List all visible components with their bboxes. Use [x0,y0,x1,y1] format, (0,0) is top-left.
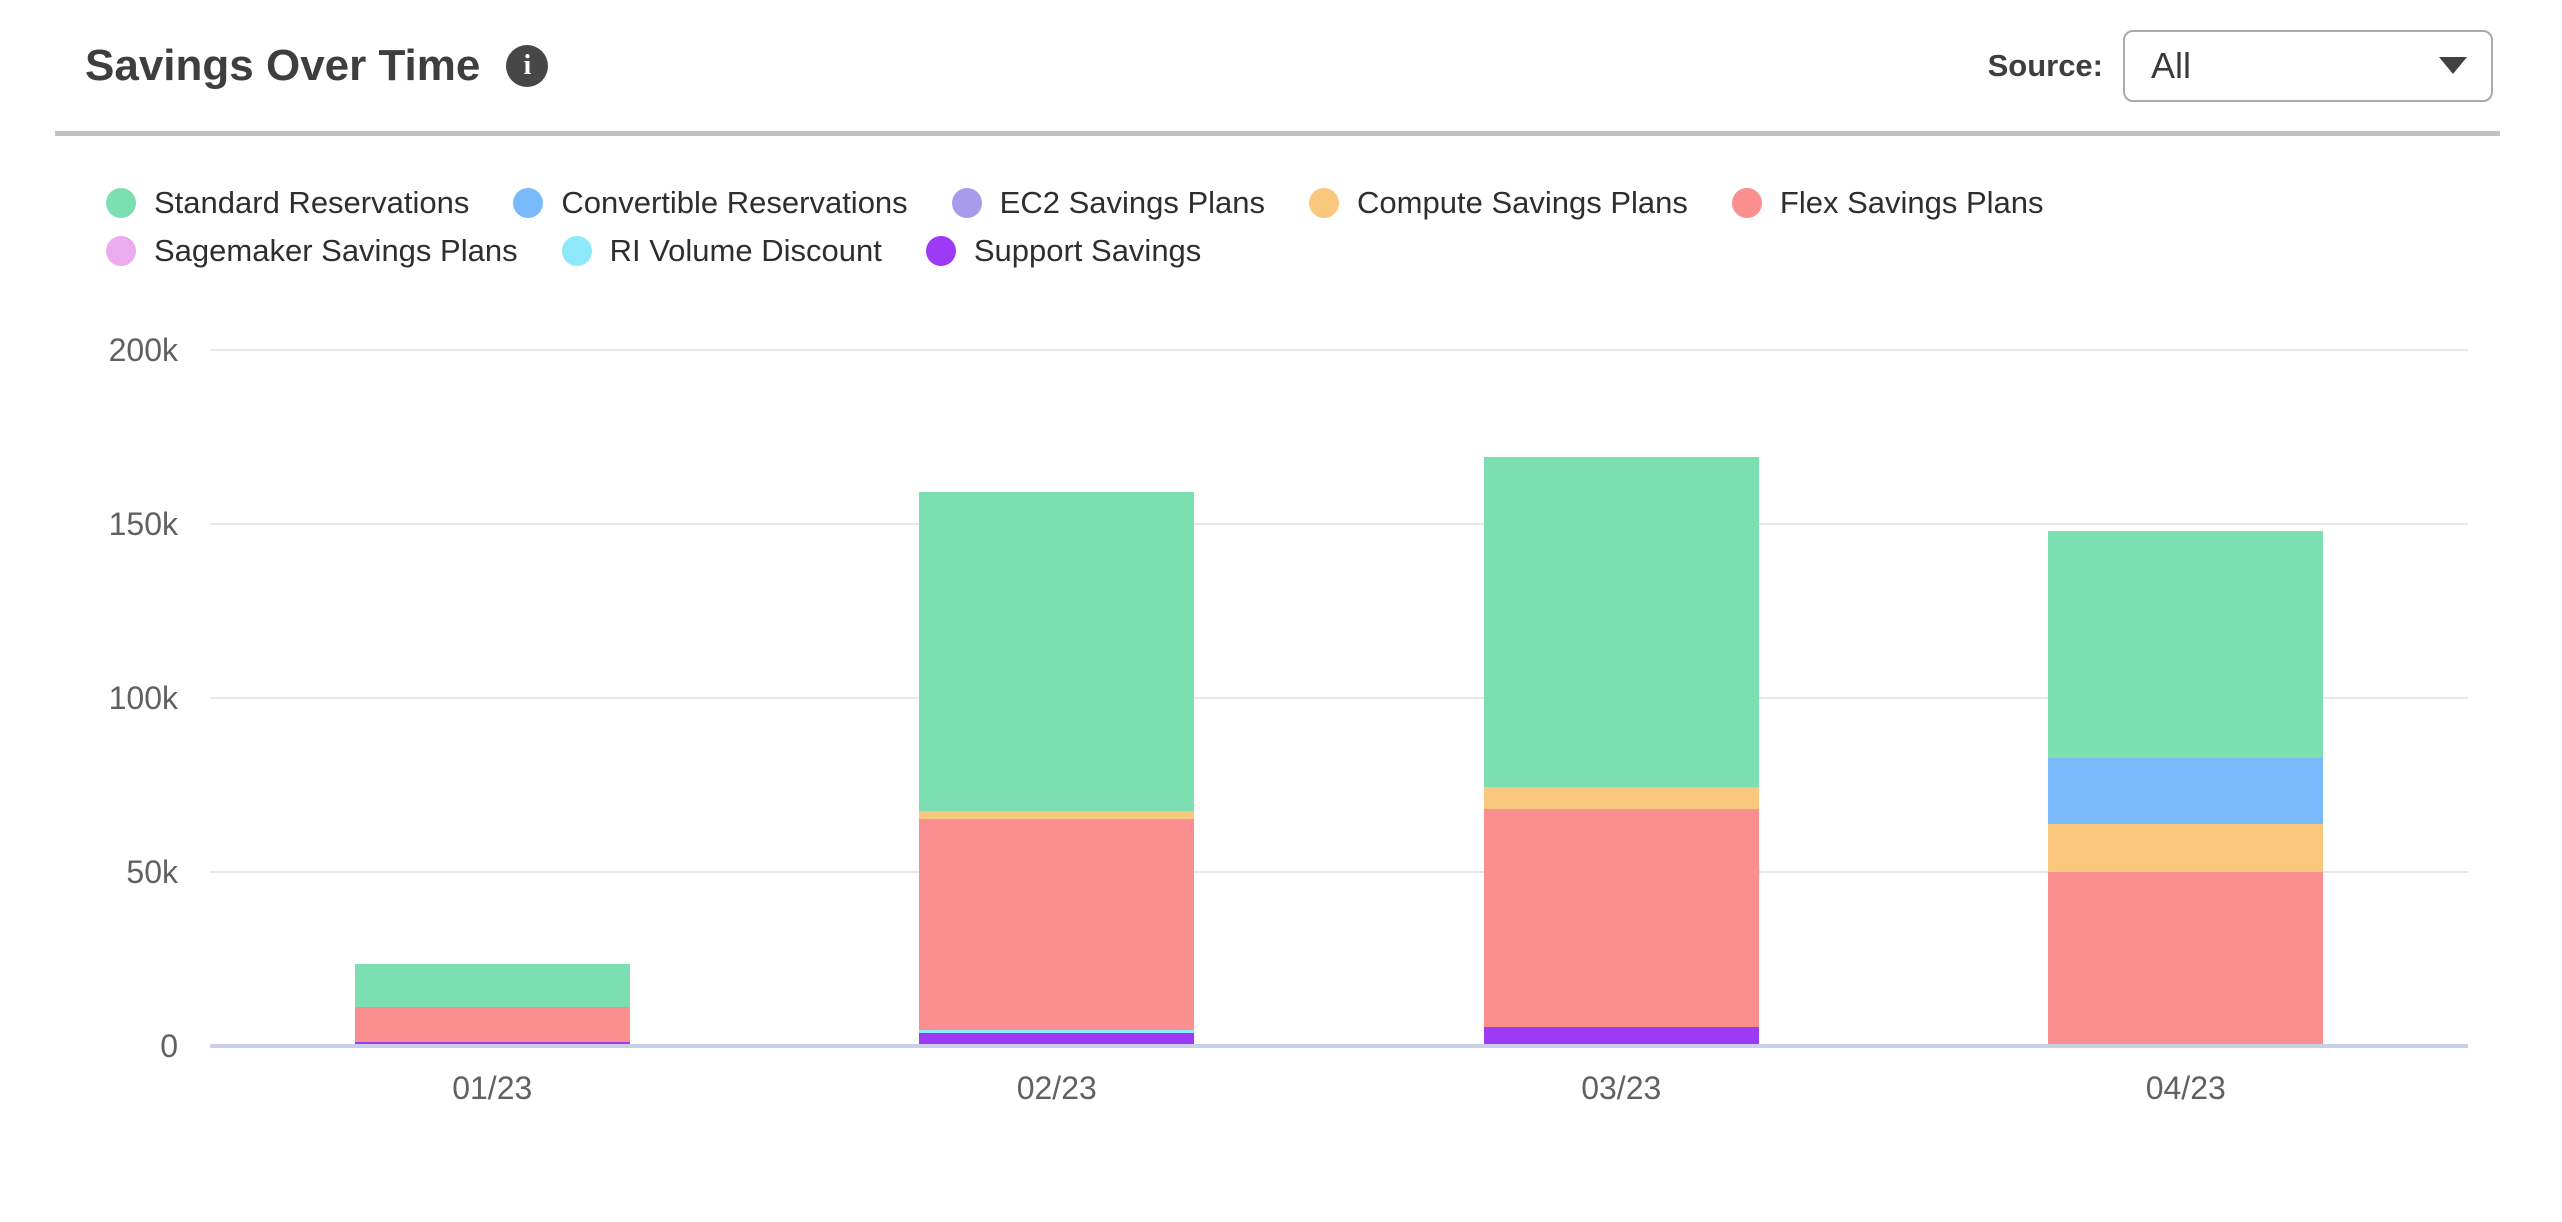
x-axis-line [210,1044,2468,1048]
bar-04-23[interactable] [2048,531,2324,1046]
gridline-200k [210,349,2468,351]
bar-segment-flex-savings-plans[interactable] [919,819,1195,1030]
legend-dot-icon [106,188,136,218]
bar-01-23[interactable] [354,963,630,1046]
legend-label: Compute Savings Plans [1357,185,1688,220]
bar-segment-support-savings[interactable] [354,1041,630,1046]
y-axis-tick-150k: 150k [108,506,178,542]
gridline-50k [210,871,2468,873]
bar-segment-standard-reservations[interactable] [919,491,1195,812]
legend-label: Standard Reservations [154,185,470,220]
bar-segment-support-savings[interactable] [1483,1026,1759,1046]
y-axis-tick-50k: 50k [126,854,178,890]
legend-dot-icon [1309,188,1340,218]
legend-label: Flex Savings Plans [1779,185,2044,220]
source-dropdown[interactable]: All [2123,29,2493,102]
bar-segment-convertible-reservations[interactable] [2048,757,2324,824]
y-axis-tick-200k: 200k [108,332,178,368]
bar-segment-compute-savings-plans[interactable] [1483,786,1759,810]
stacked-bar-chart: 0 50k 100k 150k 200k 01/23 02/23 03/23 04/23 [0,280,2562,1140]
gridline-150k [210,523,2468,525]
legend-label: Sagemaker Savings Plans [154,233,518,268]
bar-segment-ri-volume-discount[interactable] [919,1029,1195,1034]
legend-item-convertible-reservations[interactable]: Convertible Reservations [513,185,908,221]
legend-item-flex-savings-plans[interactable]: Flex Savings Plans [1731,185,2044,221]
x-axis-tick-01-23: 01/23 [452,1070,533,1106]
y-axis-tick-0: 0 [160,1028,178,1064]
legend-dot-icon [951,188,982,218]
bar-segment-flex-savings-plans[interactable] [354,1007,630,1042]
panel-header: Savings Over Time i Source: All [0,0,2562,131]
chart-legend: Standard Reservations Convertible Reserva… [106,185,2486,269]
bar-02-23[interactable] [919,491,1195,1046]
bar-segment-flex-savings-plans[interactable] [2048,871,2324,1046]
legend-label: RI Volume Discount [609,233,882,268]
bar-segment-standard-reservations[interactable] [354,963,630,1008]
x-axis-tick-04-23: 04/23 [2145,1070,2226,1106]
x-axis-tick-02-23: 02/23 [1016,1070,1097,1106]
legend-item-compute-savings-plans[interactable]: Compute Savings Plans [1309,185,1688,221]
bar-segment-compute-savings-plans[interactable] [919,811,1195,820]
legend-item-standard-reservations[interactable]: Standard Reservations [106,185,469,221]
plot-area: 0 50k 100k 150k 200k 01/23 02/23 03/23 04/23 [109,334,2468,1106]
bar-segment-flex-savings-plans[interactable] [1483,809,1759,1027]
legend-label: Support Savings [973,233,1202,268]
legend-dot-icon [106,236,136,266]
title-group: Savings Over Time i [85,0,549,131]
legend-row-1: Standard Reservations Convertible Reserva… [106,185,2486,221]
source-label: Source: [1987,47,2103,83]
bar-segment-standard-reservations[interactable] [2048,531,2324,758]
legend-item-ri-volume-discount[interactable]: RI Volume Discount [561,233,882,269]
info-icon[interactable]: i [506,44,549,87]
legend-row-2: Sagemaker Savings Plans RI Volume Discoun… [106,233,2486,269]
x-axis-tick-03-23: 03/23 [1581,1070,1662,1106]
bar-segment-support-savings[interactable] [919,1033,1195,1046]
legend-dot-icon [1731,188,1762,218]
legend-item-sagemaker-savings-plans[interactable]: Sagemaker Savings Plans [106,233,518,269]
source-selected-value: All [2151,44,2192,86]
bar-03-23[interactable] [1483,457,1759,1046]
chevron-down-icon [2439,57,2467,74]
y-axis-tick-100k: 100k [108,680,178,716]
legend-item-support-savings[interactable]: Support Savings [925,233,1202,269]
bar-segment-standard-reservations[interactable] [1483,457,1759,787]
legend-item-ec2-savings-plans[interactable]: EC2 Savings Plans [951,185,1266,221]
bar-segment-compute-savings-plans[interactable] [2048,823,2324,872]
legend-label: Convertible Reservations [561,185,908,220]
legend-dot-icon [925,236,956,266]
legend-label: EC2 Savings Plans [999,185,1266,220]
page-title: Savings Over Time [85,40,481,90]
gridline-100k [210,697,2468,699]
legend-dot-icon [513,188,544,218]
source-control: Source: All [1988,0,2493,131]
header-divider [55,131,2500,136]
legend-dot-icon [561,236,592,266]
